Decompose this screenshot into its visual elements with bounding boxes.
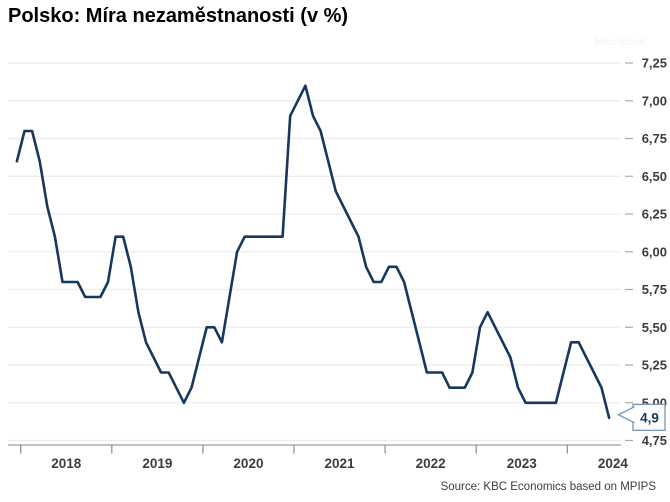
y-axis-tick-label: 5,75 (642, 282, 667, 297)
y-axis-tick-label: 6,25 (642, 207, 667, 222)
y-axis-tick-label: 7,25 (642, 56, 667, 71)
source-note: Source: KBC Economics based on MPIPS (440, 481, 656, 493)
x-axis-year-label: 2023 (507, 456, 538, 471)
x-axis-year-label: 2024 (598, 456, 629, 471)
y-axis-tick-label: 6,00 (642, 244, 667, 259)
callout-arrow-icon (616, 406, 635, 424)
watermark: Macrobond (595, 37, 646, 48)
x-axis-year-label: 2018 (51, 456, 82, 471)
chart-title: Polsko: Míra nezaměstnanosti (v %) (8, 5, 349, 27)
x-axis-year-label: 2020 (233, 456, 263, 471)
unemployment-line-series (15, 84, 611, 420)
x-axis-year-label: 2022 (416, 456, 446, 471)
y-axis-tick-label: 4,75 (642, 433, 667, 448)
x-axis-year-label: 2019 (142, 456, 172, 471)
y-axis-tick-label: 6,75 (642, 131, 667, 146)
y-axis-tick-label: 5,25 (642, 358, 667, 373)
x-axis-year-label: 2021 (325, 456, 356, 471)
y-axis-tick-label: 7,00 (642, 93, 667, 108)
last-value-label: 4,9 (640, 410, 659, 425)
y-axis-tick-label: 5,50 (642, 320, 667, 335)
y-axis-tick-label: 6,50 (642, 169, 667, 184)
